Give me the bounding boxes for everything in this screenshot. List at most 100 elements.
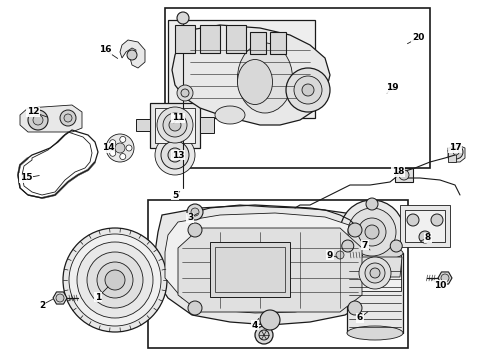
Bar bbox=[148, 200, 407, 348]
Circle shape bbox=[430, 214, 442, 226]
Polygon shape bbox=[341, 257, 401, 277]
Bar bbox=[164, 8, 429, 168]
Circle shape bbox=[64, 114, 72, 122]
Circle shape bbox=[187, 223, 202, 237]
Circle shape bbox=[177, 85, 193, 101]
Circle shape bbox=[358, 257, 390, 289]
Circle shape bbox=[127, 50, 137, 60]
Text: 15: 15 bbox=[20, 174, 32, 183]
Circle shape bbox=[364, 225, 378, 239]
Bar bbox=[346, 253, 402, 333]
Polygon shape bbox=[120, 40, 145, 68]
Circle shape bbox=[155, 135, 195, 175]
Circle shape bbox=[181, 89, 189, 97]
Circle shape bbox=[161, 141, 189, 169]
Bar bbox=[155, 108, 195, 143]
Polygon shape bbox=[331, 248, 347, 262]
Text: 20: 20 bbox=[411, 33, 423, 42]
Text: 11: 11 bbox=[171, 113, 184, 122]
Circle shape bbox=[120, 154, 125, 159]
Circle shape bbox=[259, 330, 268, 340]
Bar bbox=[394, 168, 412, 182]
Bar bbox=[348, 255, 400, 291]
Circle shape bbox=[109, 150, 116, 156]
Circle shape bbox=[341, 240, 353, 252]
Polygon shape bbox=[178, 228, 361, 312]
Text: 7: 7 bbox=[361, 240, 367, 249]
Circle shape bbox=[97, 262, 133, 298]
Polygon shape bbox=[164, 213, 374, 313]
Bar bbox=[200, 25, 220, 53]
Text: 18: 18 bbox=[391, 167, 404, 176]
Circle shape bbox=[60, 110, 76, 126]
Circle shape bbox=[347, 223, 361, 237]
Ellipse shape bbox=[215, 106, 244, 124]
Text: 19: 19 bbox=[385, 84, 398, 93]
Ellipse shape bbox=[346, 326, 402, 340]
Text: 6: 6 bbox=[356, 314, 363, 323]
Text: 8: 8 bbox=[424, 234, 430, 243]
Circle shape bbox=[398, 170, 408, 180]
Ellipse shape bbox=[237, 59, 272, 104]
Circle shape bbox=[115, 143, 125, 153]
Text: 4: 4 bbox=[251, 320, 258, 329]
Polygon shape bbox=[53, 292, 67, 304]
Circle shape bbox=[302, 84, 313, 96]
Circle shape bbox=[56, 294, 64, 302]
Circle shape bbox=[285, 68, 329, 112]
Text: 13: 13 bbox=[171, 150, 184, 159]
Circle shape bbox=[365, 198, 377, 210]
Circle shape bbox=[364, 263, 384, 283]
Text: 9: 9 bbox=[326, 251, 332, 260]
Circle shape bbox=[448, 145, 462, 159]
Circle shape bbox=[440, 274, 448, 282]
Circle shape bbox=[339, 200, 403, 264]
Circle shape bbox=[177, 12, 189, 24]
Text: 3: 3 bbox=[186, 213, 193, 222]
Circle shape bbox=[187, 301, 202, 315]
Circle shape bbox=[418, 231, 430, 243]
Circle shape bbox=[105, 270, 125, 290]
Bar bbox=[215, 247, 285, 292]
Text: 5: 5 bbox=[171, 190, 178, 199]
Circle shape bbox=[191, 208, 199, 216]
Text: 10: 10 bbox=[433, 280, 445, 289]
Bar bbox=[209, 242, 289, 297]
Text: 17: 17 bbox=[448, 144, 460, 153]
Bar bbox=[225, 25, 245, 53]
Text: 16: 16 bbox=[99, 45, 111, 54]
Circle shape bbox=[172, 152, 178, 158]
Text: 2: 2 bbox=[39, 301, 45, 310]
Circle shape bbox=[163, 113, 186, 137]
Bar bbox=[175, 25, 195, 53]
Circle shape bbox=[106, 134, 134, 162]
Bar bbox=[249, 32, 265, 54]
Polygon shape bbox=[437, 272, 451, 284]
Circle shape bbox=[347, 301, 361, 315]
Polygon shape bbox=[155, 205, 389, 325]
Circle shape bbox=[357, 218, 385, 246]
Text: 12: 12 bbox=[27, 108, 39, 117]
Text: 1: 1 bbox=[95, 292, 101, 302]
Bar bbox=[404, 210, 444, 242]
Polygon shape bbox=[20, 105, 82, 132]
Circle shape bbox=[126, 145, 132, 151]
Bar bbox=[269, 32, 285, 54]
Circle shape bbox=[33, 115, 43, 125]
Circle shape bbox=[186, 204, 203, 220]
Bar bbox=[150, 103, 200, 148]
Circle shape bbox=[335, 251, 343, 259]
Circle shape bbox=[169, 119, 181, 131]
Circle shape bbox=[260, 310, 280, 330]
Circle shape bbox=[69, 234, 161, 326]
Circle shape bbox=[293, 76, 321, 104]
Circle shape bbox=[347, 208, 395, 256]
Circle shape bbox=[77, 242, 153, 318]
Circle shape bbox=[28, 110, 48, 130]
Text: 14: 14 bbox=[102, 144, 114, 153]
Bar bbox=[447, 148, 455, 162]
Circle shape bbox=[157, 107, 193, 143]
Circle shape bbox=[109, 140, 116, 146]
Polygon shape bbox=[172, 25, 329, 125]
Bar bbox=[168, 20, 314, 118]
